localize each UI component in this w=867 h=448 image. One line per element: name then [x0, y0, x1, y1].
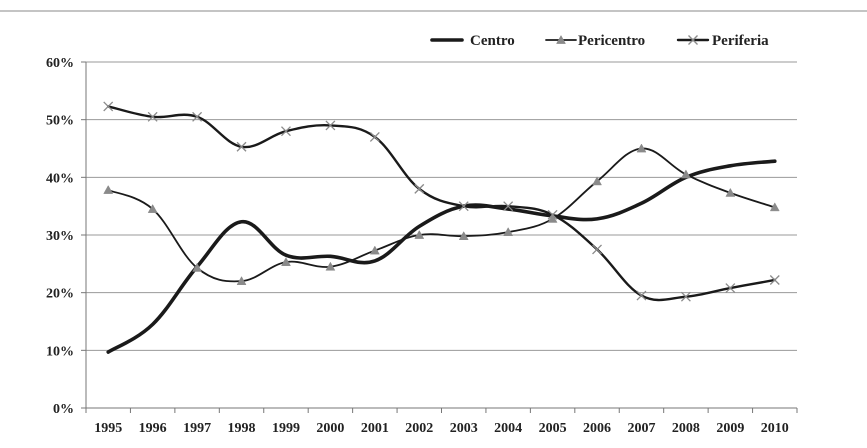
y-tick-label: 20% — [46, 287, 74, 302]
point-pericentro-2003 — [458, 231, 469, 241]
y-tick-label: 0% — [53, 402, 74, 417]
legend-label: Centro — [470, 33, 515, 49]
x-tick-label: 2007 — [627, 421, 655, 436]
point-periferia-2007 — [636, 290, 647, 301]
x-tick-label: 1998 — [228, 421, 256, 436]
series-line-centro — [106, 159, 777, 354]
x-tick-label: 2002 — [405, 421, 433, 436]
x-tick-label: 1999 — [272, 421, 300, 436]
point-pericentro-1995 — [103, 185, 114, 194]
x-tick-label: 2004 — [494, 421, 522, 436]
x-tick-label: 2001 — [361, 421, 389, 436]
point-periferia-2002 — [414, 183, 425, 194]
point-periferia-2005 — [547, 209, 558, 220]
point-pericentro-2008 — [680, 169, 691, 179]
point-pericentro-2009 — [725, 187, 736, 197]
point-pericentro-2005 — [547, 213, 558, 223]
point-periferia-2004 — [503, 201, 514, 212]
y-tick-label: 10% — [46, 344, 74, 359]
y-tick-label: 60% — [46, 56, 74, 71]
x-tick-label: 1996 — [139, 421, 167, 436]
series-lines — [106, 105, 777, 354]
x-tick-label: 2003 — [450, 421, 478, 436]
point-periferia-2008 — [680, 291, 691, 302]
point-pericentro-2002 — [414, 229, 425, 239]
legend-item-pericentro: Pericentro — [545, 33, 645, 49]
point-periferia-1996 — [147, 111, 158, 122]
point-periferia-2000 — [325, 120, 336, 131]
point-pericentro-1996 — [147, 204, 158, 213]
point-pericentro-2001 — [369, 245, 380, 255]
x-tick-label: 2008 — [672, 421, 700, 436]
point-periferia-1998 — [236, 141, 247, 152]
point-periferia-2009 — [725, 283, 736, 294]
point-pericentro-2000 — [325, 261, 336, 271]
series-line-pericentro — [107, 147, 776, 283]
x-tick-label: 1995 — [94, 421, 122, 436]
legend-label: Periferia — [712, 33, 769, 49]
series-line-periferia — [107, 105, 776, 302]
point-pericentro-2010 — [769, 202, 780, 212]
point-periferia-1997 — [192, 111, 203, 122]
point-periferia-2010 — [769, 275, 780, 285]
legend-item-centro: Centro — [430, 33, 515, 49]
point-periferia-1999 — [281, 126, 291, 137]
series-markers — [103, 101, 780, 302]
y-tick-label: 30% — [46, 229, 74, 244]
grid-lines — [86, 61, 797, 351]
x-tick-label: 2000 — [316, 421, 344, 436]
point-periferia-2006 — [592, 244, 602, 255]
y-tick-label: 50% — [46, 114, 74, 129]
x-tick-label: 2009 — [716, 421, 744, 436]
point-pericentro-2006 — [592, 176, 602, 186]
point-periferia-2003 — [458, 201, 469, 212]
legend-item-periferia: Periferia — [676, 33, 769, 49]
legend-marker — [556, 34, 566, 44]
x-tick-label: 1997 — [183, 421, 211, 436]
x-tick-label: 2006 — [583, 421, 611, 436]
point-pericentro-2004 — [503, 227, 514, 236]
point-pericentro-2007 — [636, 143, 647, 153]
point-periferia-2001 — [369, 132, 380, 142]
legend-label: Pericentro — [578, 33, 645, 49]
legend: Centro Pericentro Periferia — [430, 33, 769, 49]
legend-marker — [688, 35, 698, 45]
axes: 0% 10% 20% 30% 40% 50% 60% 1995 1996 1997 1998 1999… — [46, 56, 798, 436]
point-pericentro-1999 — [281, 257, 291, 266]
x-tick-label: 2010 — [761, 421, 789, 436]
point-pericentro-1998 — [236, 276, 247, 285]
y-tick-label: 40% — [46, 171, 74, 186]
x-tick-label: 2005 — [539, 421, 567, 436]
point-periferia-1995 — [103, 101, 114, 112]
point-pericentro-1997 — [192, 262, 203, 272]
